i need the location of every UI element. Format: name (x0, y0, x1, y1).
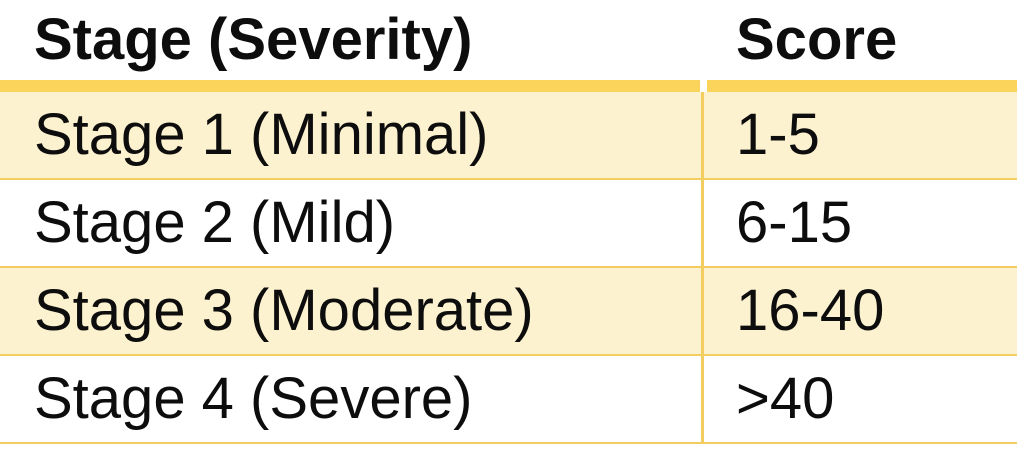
column-header-score: Score (736, 7, 898, 72)
stage-cell: Stage 2 (Mild) (34, 190, 396, 255)
header-underline-left-segment (0, 80, 700, 92)
table-row-stage-4: Stage 4 (Severe) >40 (0, 356, 1017, 444)
table-row-stage-2: Stage 2 (Mild) 6-15 (0, 180, 1017, 268)
column-header-stage: Stage (Severity) (34, 7, 473, 72)
column-divider (701, 92, 704, 444)
score-cell: 1-5 (736, 102, 820, 167)
header-underline-right-segment (707, 80, 1017, 92)
stage-cell: Stage 1 (Minimal) (34, 102, 489, 167)
score-cell: 6-15 (736, 190, 853, 255)
severity-score-table: Stage (Severity) Score Stage 1 (Minimal)… (0, 0, 1017, 444)
header-underline (0, 80, 1017, 92)
stage-cell: Stage 4 (Severe) (34, 366, 473, 431)
table-row-stage-1: Stage 1 (Minimal) 1-5 (0, 92, 1017, 180)
score-cell: >40 (736, 366, 835, 431)
table-row-stage-3: Stage 3 (Moderate) 16-40 (0, 268, 1017, 356)
table-header-row: Stage (Severity) Score (0, 0, 1017, 80)
score-cell: 16-40 (736, 278, 885, 343)
header-underline-gap (700, 80, 707, 92)
stage-cell: Stage 3 (Moderate) (34, 278, 534, 343)
